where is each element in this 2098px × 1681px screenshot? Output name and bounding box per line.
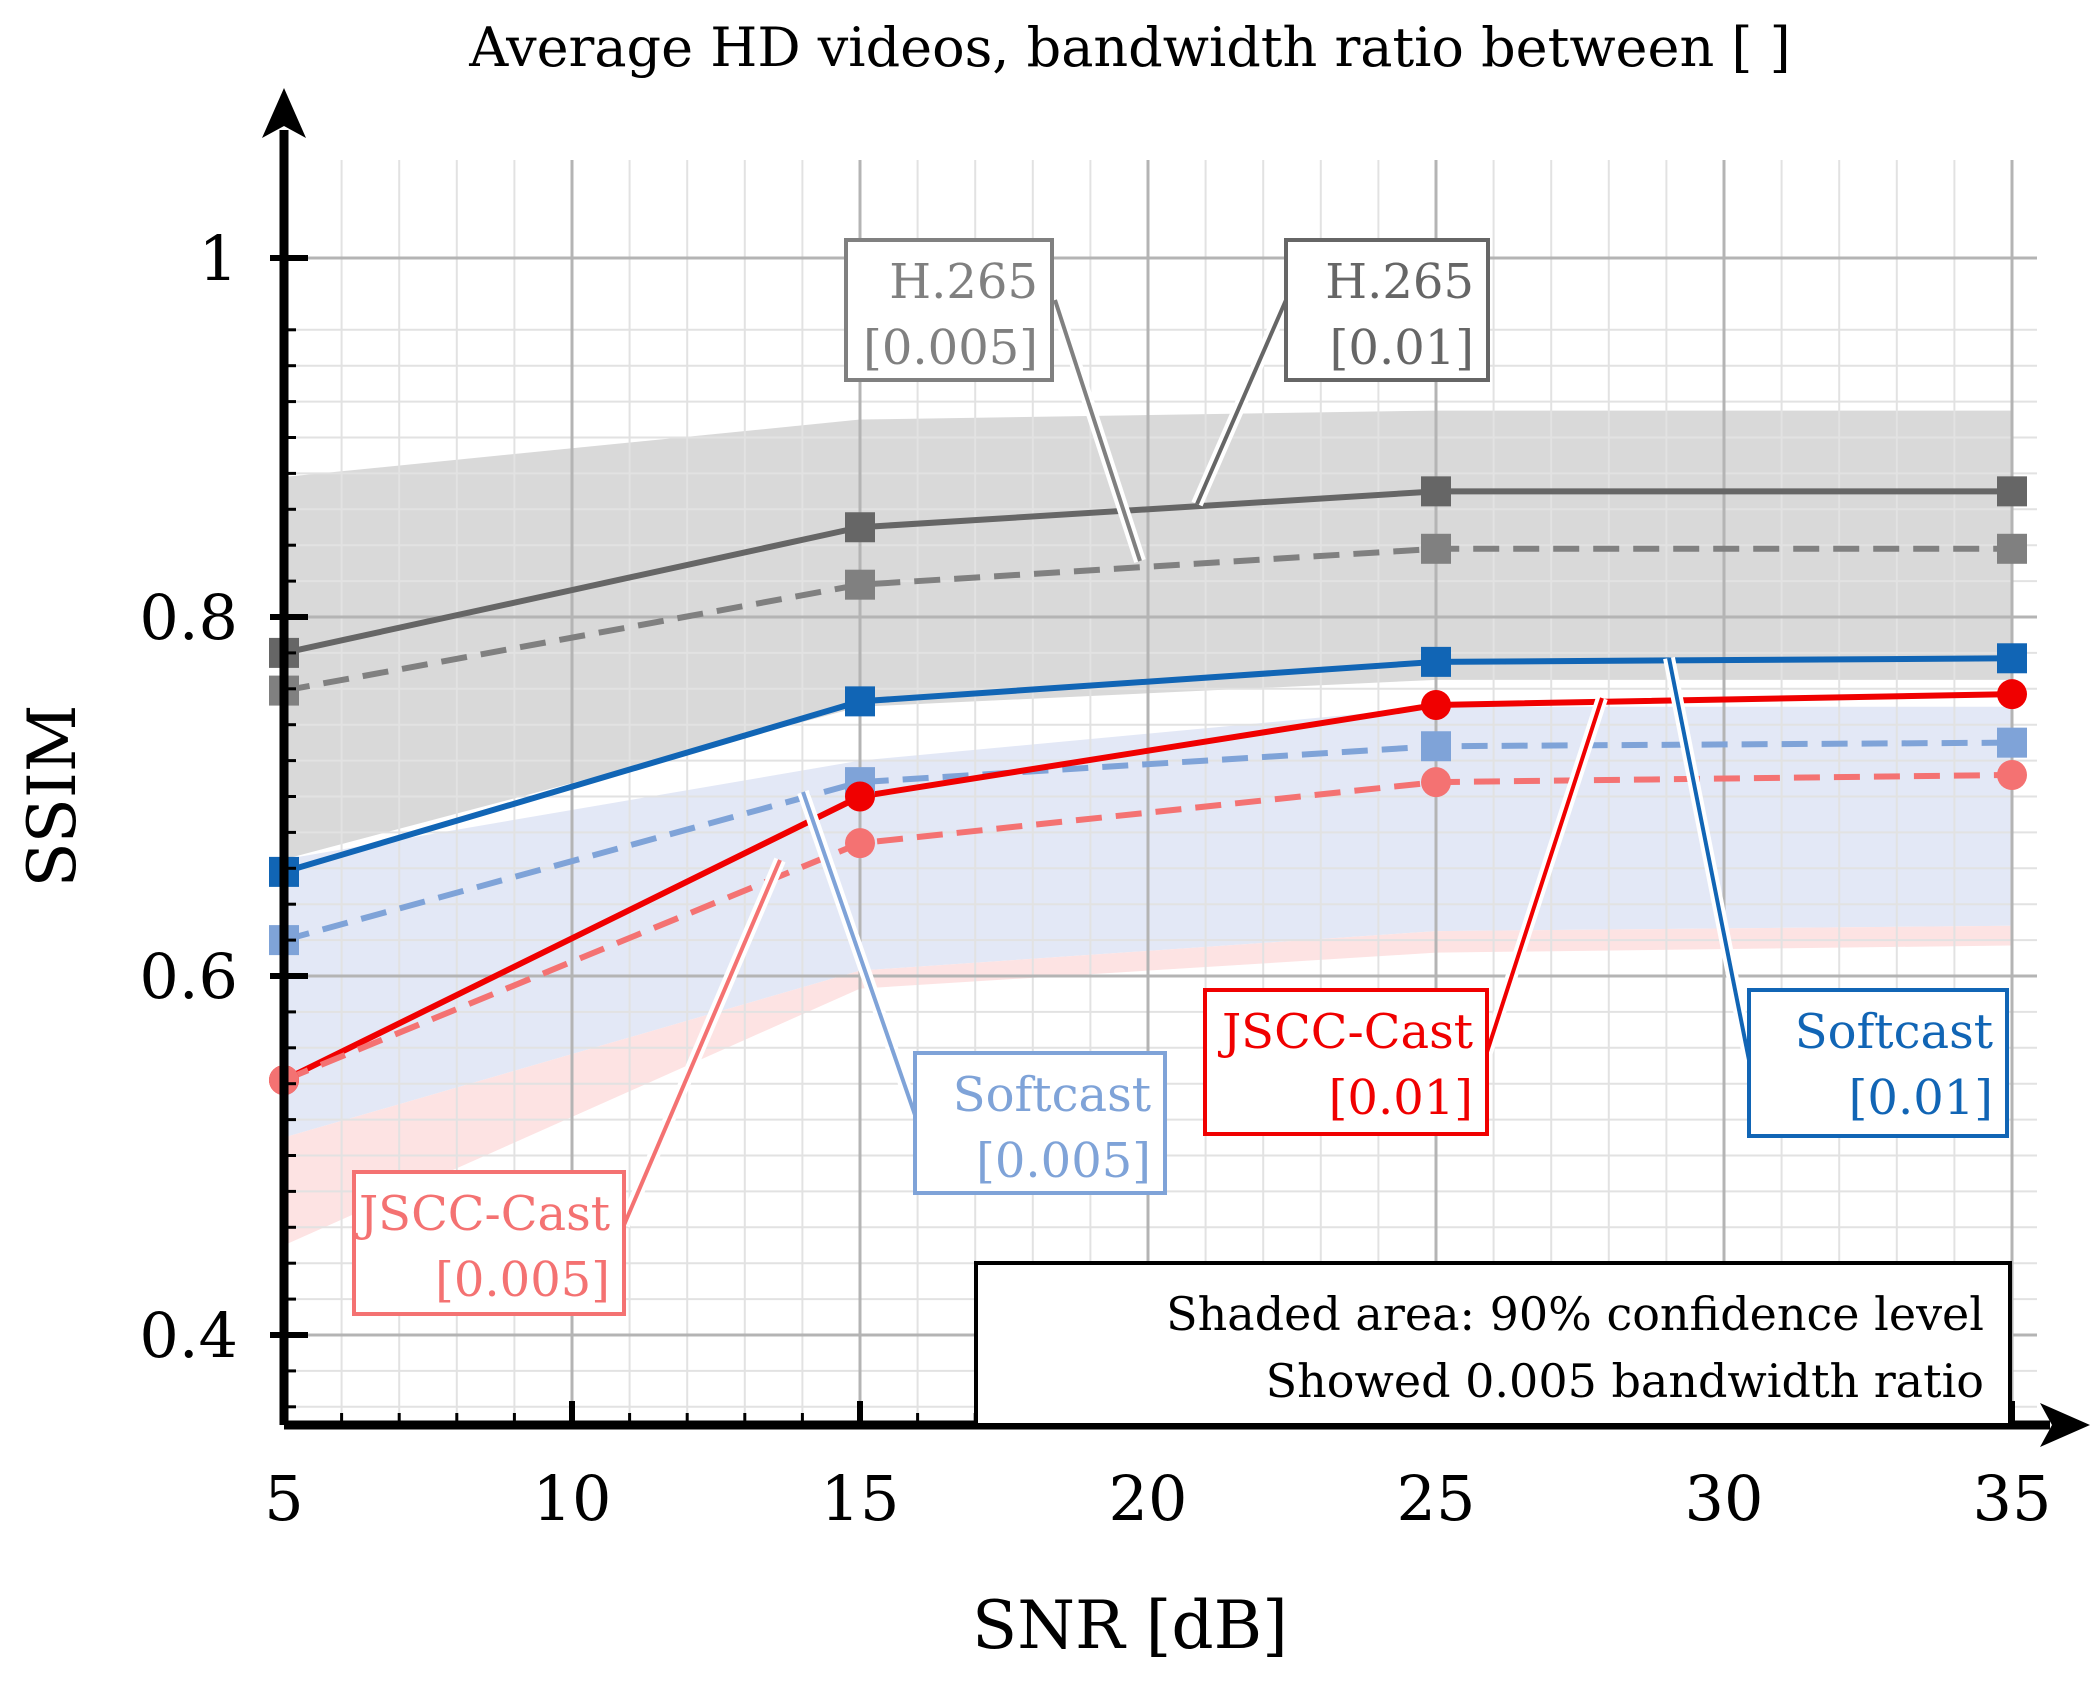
data-point: [845, 828, 875, 859]
callout-label-1: H.265: [1325, 254, 1474, 310]
annotation-line-2: Showed 0.005 bandwidth ratio: [1266, 1354, 1984, 1408]
series-line-3: [283, 739, 2013, 943]
series-line-0: [283, 488, 2012, 656]
x-tick-label: 5: [264, 1462, 303, 1535]
annotation-frame: [974, 1261, 2012, 1427]
callout-box-3: [352, 1170, 626, 1316]
callout-label-2: Softcast: [953, 1067, 1151, 1123]
x-tick-label: 15: [821, 1462, 900, 1535]
callout-value-4: [0.01]: [1329, 1070, 1473, 1126]
data-point: [1421, 689, 1451, 720]
callout-label-4: JSCC-Cast: [1217, 1004, 1473, 1060]
callout-leaders: [618, 297, 1755, 1228]
callout-label-0: H.265: [889, 254, 1038, 310]
series-line-2: [283, 655, 2013, 875]
callout-value-5: [0.01]: [1849, 1070, 1993, 1126]
callout-box-4: [1203, 988, 1489, 1136]
y-axis-arrow: [262, 88, 306, 138]
callout-label-3: JSCC-Cast: [354, 1186, 610, 1242]
callout-leader-0: [1053, 299, 1142, 562]
data-point: [1997, 533, 2027, 564]
data-point: [1997, 727, 2027, 758]
y-tick-label: 1: [199, 222, 238, 295]
data-point: [1421, 533, 1451, 564]
callout-leader-3: [622, 859, 782, 1226]
callout-label-5: Softcast: [1795, 1004, 1993, 1060]
y-tick-label: 0.4: [139, 1299, 238, 1372]
callout-box-2: [913, 1051, 1167, 1195]
x-axis-label: SNR [dB]: [972, 1587, 1288, 1664]
y-axis-label: SSIM: [14, 705, 91, 888]
data-point: [845, 512, 875, 543]
series-lines: [282, 488, 2013, 1083]
callout-value-3: [0.005]: [435, 1252, 610, 1308]
data-point: [1997, 476, 2027, 507]
callout-box-5: [1747, 988, 2009, 1138]
x-tick-label: 20: [1109, 1462, 1188, 1535]
annotation-line-1: Shaded area: 90% confidence level: [1166, 1287, 1984, 1341]
callout-box-1: [1284, 238, 1490, 382]
callout-leader-2: [801, 791, 917, 1116]
data-point: [845, 569, 875, 600]
axes: 5 10 15 20 25 30 35 0.4 0.6 0.8 1: [139, 88, 2090, 1535]
x-tick-label: 35: [1973, 1462, 2052, 1535]
data-point: [845, 781, 875, 812]
data-point: [1421, 646, 1451, 677]
data-point: [1421, 767, 1451, 798]
series-callouts: H.265 [0.005] H.265 [0.01] Softcast [0.005] JS…: [352, 238, 2009, 1316]
callout-value-1: [0.01]: [1330, 320, 1474, 376]
x-tick-label: 25: [1397, 1462, 1476, 1535]
annotation-box: Shaded area: 90% confidence level Showed …: [974, 1261, 2012, 1427]
callout-leader-4: [1485, 697, 1604, 1053]
callout-value-2: [0.005]: [976, 1133, 1151, 1189]
callout-value-0: [0.005]: [863, 320, 1038, 376]
data-point: [1997, 679, 2027, 710]
data-point: [1997, 759, 2027, 790]
data-point: [1997, 643, 2027, 674]
x-tick-label: 10: [533, 1462, 612, 1535]
series-line-5: [282, 771, 2013, 1083]
x-tick-label: 30: [1685, 1462, 1764, 1535]
series-line-1: [283, 545, 2012, 694]
x-axis-arrow: [2040, 1403, 2090, 1447]
series-line-4: [282, 691, 2013, 1083]
chart-title: Average HD videos, bandwidth ratio betwe…: [468, 16, 1790, 79]
data-point: [845, 686, 875, 717]
y-tick-label: 0.6: [139, 940, 238, 1013]
data-point: [1421, 476, 1451, 507]
callout-leader-5: [1667, 657, 1751, 1061]
callout-leader-1: [1195, 299, 1288, 505]
y-tick-label: 0.8: [139, 581, 238, 654]
data-point: [1421, 731, 1451, 762]
callout-box-0: [844, 238, 1054, 382]
